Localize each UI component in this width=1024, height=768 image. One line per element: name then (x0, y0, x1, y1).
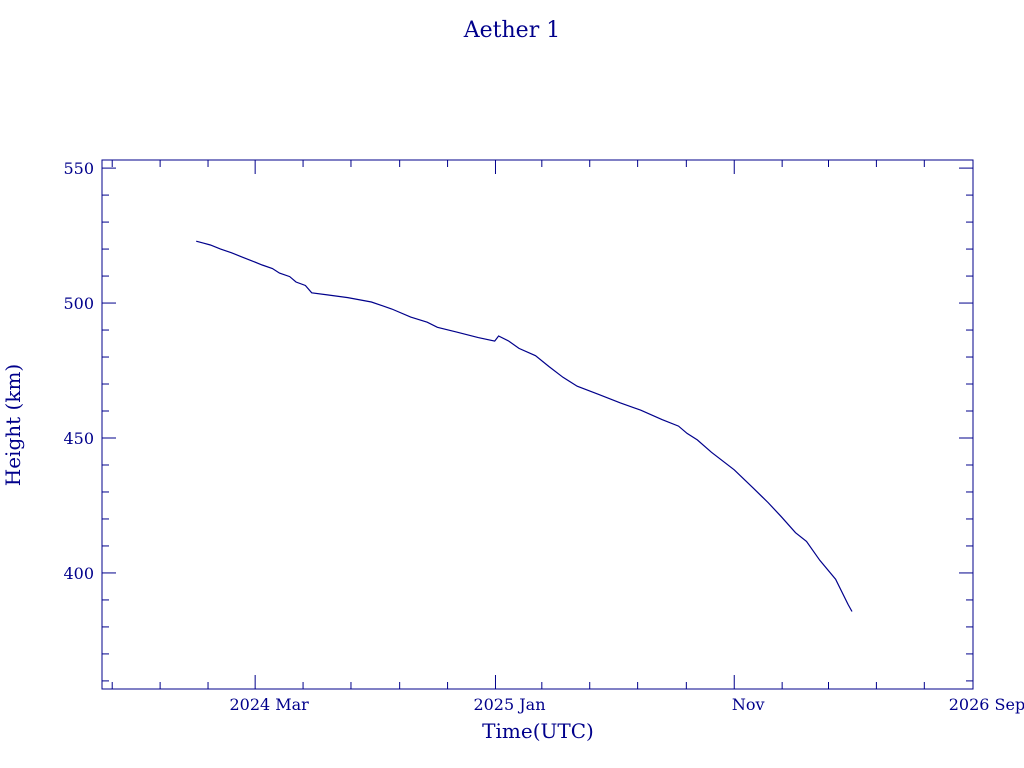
y-tick-label: 450 (63, 429, 94, 448)
y-tick-label: 400 (63, 564, 94, 583)
y-axis-label: Height (km) (1, 364, 25, 486)
x-tick-label: 2026 Sep (949, 695, 1024, 714)
y-tick-label: 550 (63, 159, 94, 178)
x-tick-label: 2025 Jan (473, 695, 545, 714)
major-ticks (102, 160, 974, 689)
chart-title: Aether 1 (463, 18, 560, 43)
x-tick-label: 2024 Mar (229, 695, 309, 714)
y-tick-label: 500 (63, 294, 94, 313)
minor-ticks (102, 160, 973, 689)
x-tick-label: Nov (732, 695, 765, 714)
series-line (196, 240, 853, 612)
plot-frame (101, 159, 974, 690)
x-axis-label: Time(UTC) (482, 719, 594, 743)
tick-labels: 400 450 500 550 2024 Mar 2025 Jan Nov 2026 Sep (63, 159, 1024, 714)
